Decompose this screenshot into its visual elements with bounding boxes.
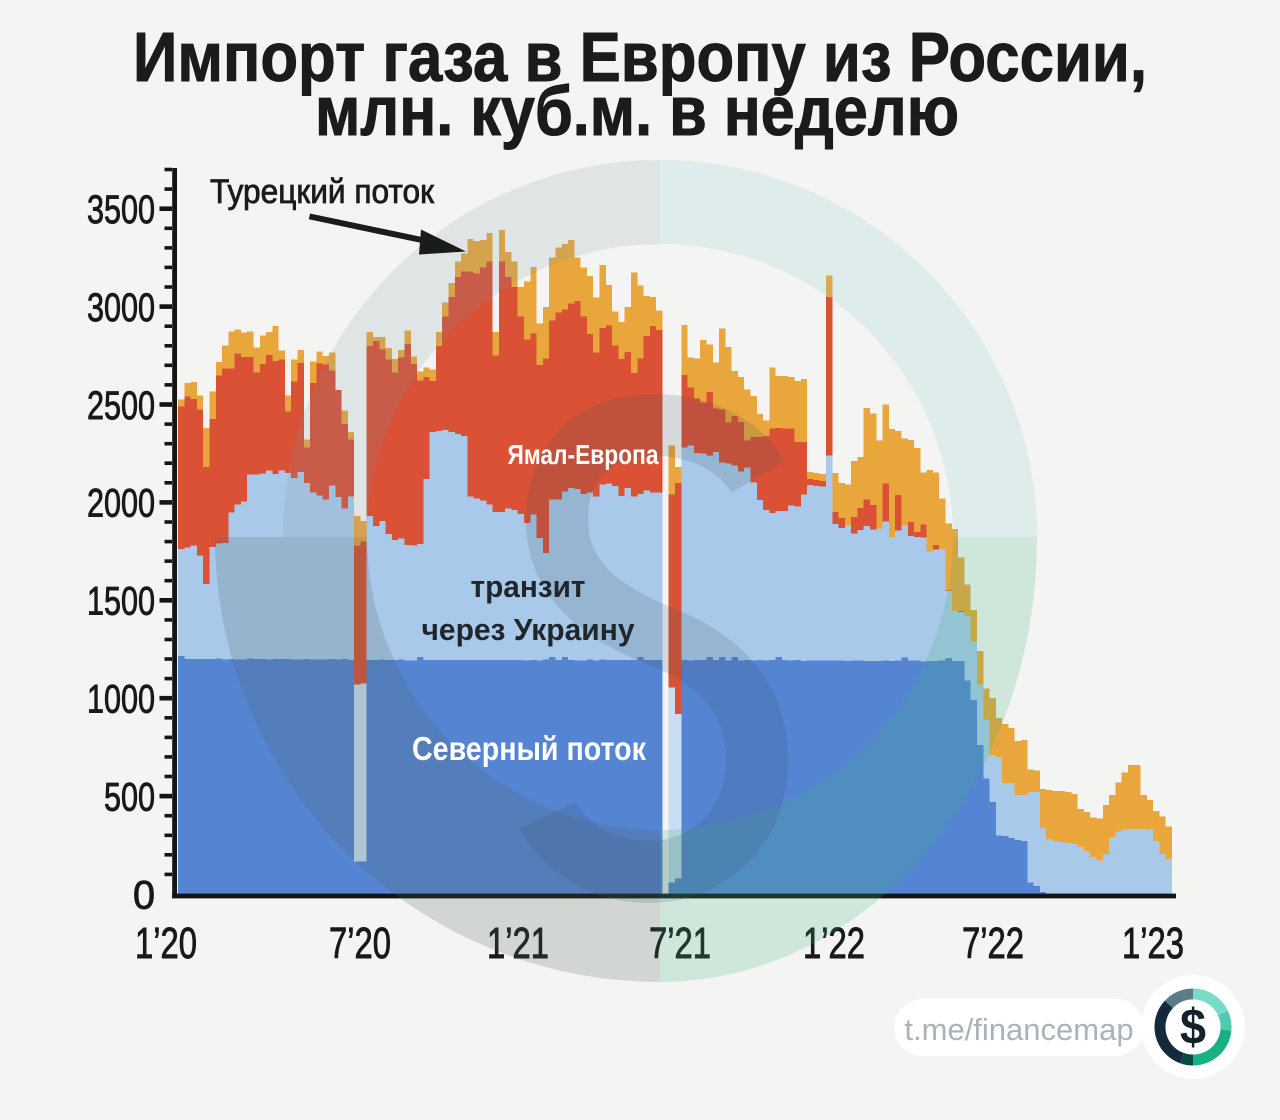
svg-text:1’23: 1’23 xyxy=(1122,919,1184,968)
svg-text:t.me/financemap: t.me/financemap xyxy=(904,1012,1133,1047)
svg-text:Ямал-Европа: Ямал-Европа xyxy=(508,439,659,470)
svg-text:$: $ xyxy=(1180,999,1206,1055)
svg-text:7’20: 7’20 xyxy=(329,919,391,968)
svg-text:1500: 1500 xyxy=(87,580,155,624)
svg-text:2500: 2500 xyxy=(87,384,155,428)
svg-text:3000: 3000 xyxy=(87,286,155,330)
svg-text:7’22: 7’22 xyxy=(962,919,1024,968)
svg-text:млн. куб.м. в неделю: млн. куб.м. в неделю xyxy=(315,72,959,150)
svg-text:1’20: 1’20 xyxy=(135,919,197,968)
svg-text:1’22: 1’22 xyxy=(803,919,865,968)
svg-text:Импорт газа в Европу из России: Импорт газа в Европу из России, xyxy=(133,18,1147,96)
svg-text:0: 0 xyxy=(133,873,155,917)
svg-text:3500: 3500 xyxy=(87,188,155,232)
svg-text:7’21: 7’21 xyxy=(649,919,711,968)
svg-text:1000: 1000 xyxy=(87,678,155,722)
svg-text:2000: 2000 xyxy=(87,482,155,526)
svg-text:Северный поток: Северный поток xyxy=(412,730,646,767)
svg-text:500: 500 xyxy=(104,775,155,819)
svg-text:через Украину: через Украину xyxy=(422,612,636,647)
svg-text:1’21: 1’21 xyxy=(487,919,549,968)
svg-text:транзит: транзит xyxy=(471,569,586,604)
svg-text:Турецкий поток: Турецкий поток xyxy=(210,173,435,211)
